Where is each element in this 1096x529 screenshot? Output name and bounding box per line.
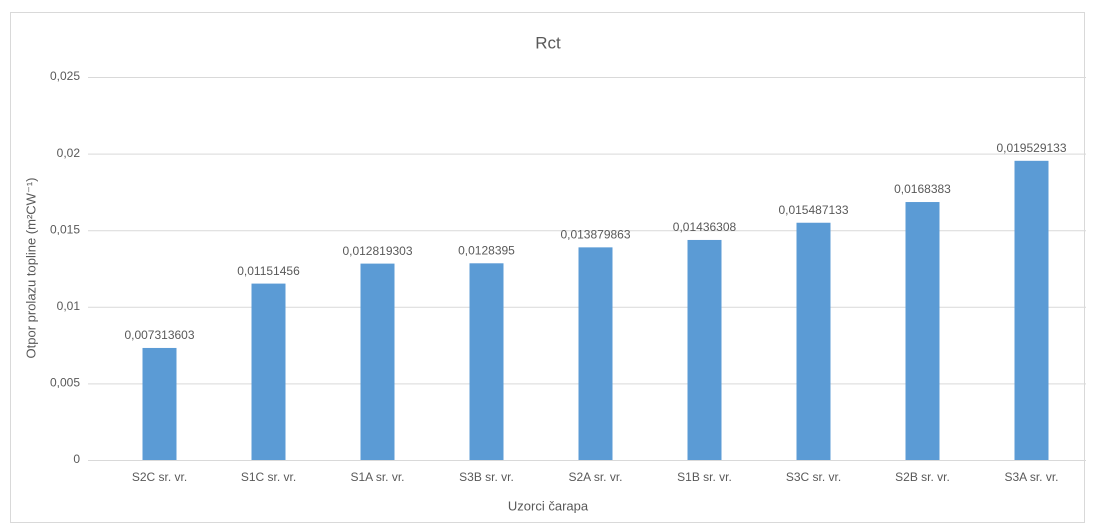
chart-title: Rct (535, 33, 561, 52)
x-tick-label: S1A sr. vr. (350, 470, 404, 484)
value-label: 0,013879863 (560, 228, 630, 242)
x-tick-label: S1C sr. vr. (241, 470, 296, 484)
bar (469, 263, 504, 460)
x-axis-title: Uzorci čarapa (508, 498, 589, 513)
y-tick-label: 0 (73, 452, 80, 466)
x-tick-label: S1B sr. vr. (677, 470, 732, 484)
value-label: 0,01436308 (673, 220, 737, 234)
y-tick-label: 0,015 (50, 222, 80, 236)
bar (360, 263, 395, 460)
x-tick-label: S2A sr. vr. (568, 470, 622, 484)
bar (905, 202, 940, 461)
value-label: 0,012819303 (342, 244, 412, 258)
value-label: 0,019529133 (996, 141, 1066, 155)
value-label: 0,01151456 (237, 264, 300, 278)
y-axis-title: Otpor prolazu topline (m²CW⁻¹) (23, 178, 38, 359)
y-tick-label: 0,025 (50, 69, 80, 83)
value-label: 0,015487133 (778, 203, 848, 217)
value-label: 0,007313603 (124, 328, 194, 342)
value-label: 0,0128395 (458, 243, 515, 257)
bar (142, 347, 177, 460)
x-tick-label: S2C sr. vr. (132, 470, 187, 484)
y-tick-label: 0,02 (57, 146, 81, 160)
bar (1014, 160, 1049, 461)
bar (687, 239, 722, 460)
x-tick-label: S3B sr. vr. (459, 470, 514, 484)
bar (251, 283, 286, 460)
value-label: 0,0168383 (894, 182, 951, 196)
x-tick-label: S3C sr. vr. (786, 470, 841, 484)
bar (578, 247, 613, 460)
y-tick-label: 0,01 (57, 299, 81, 313)
x-tick-label: S3A sr. vr. (1004, 470, 1058, 484)
x-tick-label: S2B sr. vr. (895, 470, 950, 484)
y-tick-label: 0,005 (50, 376, 80, 390)
bar (796, 222, 831, 460)
